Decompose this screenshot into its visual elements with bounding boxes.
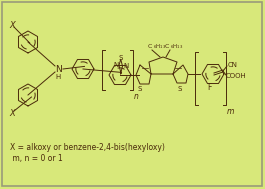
Text: S: S (138, 86, 142, 92)
Text: $_6$H$_{13}$: $_6$H$_{13}$ (153, 43, 166, 51)
Text: F: F (207, 84, 211, 92)
Text: N: N (123, 63, 128, 69)
Text: m, n = 0 or 1: m, n = 0 or 1 (10, 153, 63, 163)
Text: n: n (134, 92, 139, 101)
Text: S: S (118, 55, 123, 61)
Text: COOH: COOH (226, 73, 247, 79)
Text: X: X (9, 20, 15, 29)
Text: m: m (227, 107, 234, 116)
Text: C: C (148, 44, 152, 50)
Text: N: N (56, 64, 62, 74)
Text: X = alkoxy or benzene-2,4-bis(hexyloxy): X = alkoxy or benzene-2,4-bis(hexyloxy) (10, 143, 165, 153)
Text: S: S (178, 86, 182, 92)
Text: $_6$H$_{13}$: $_6$H$_{13}$ (170, 43, 183, 51)
Text: C: C (165, 44, 169, 50)
Text: H: H (55, 74, 61, 80)
Text: N: N (113, 62, 119, 68)
Text: X: X (9, 108, 15, 118)
Text: CN: CN (228, 62, 238, 68)
